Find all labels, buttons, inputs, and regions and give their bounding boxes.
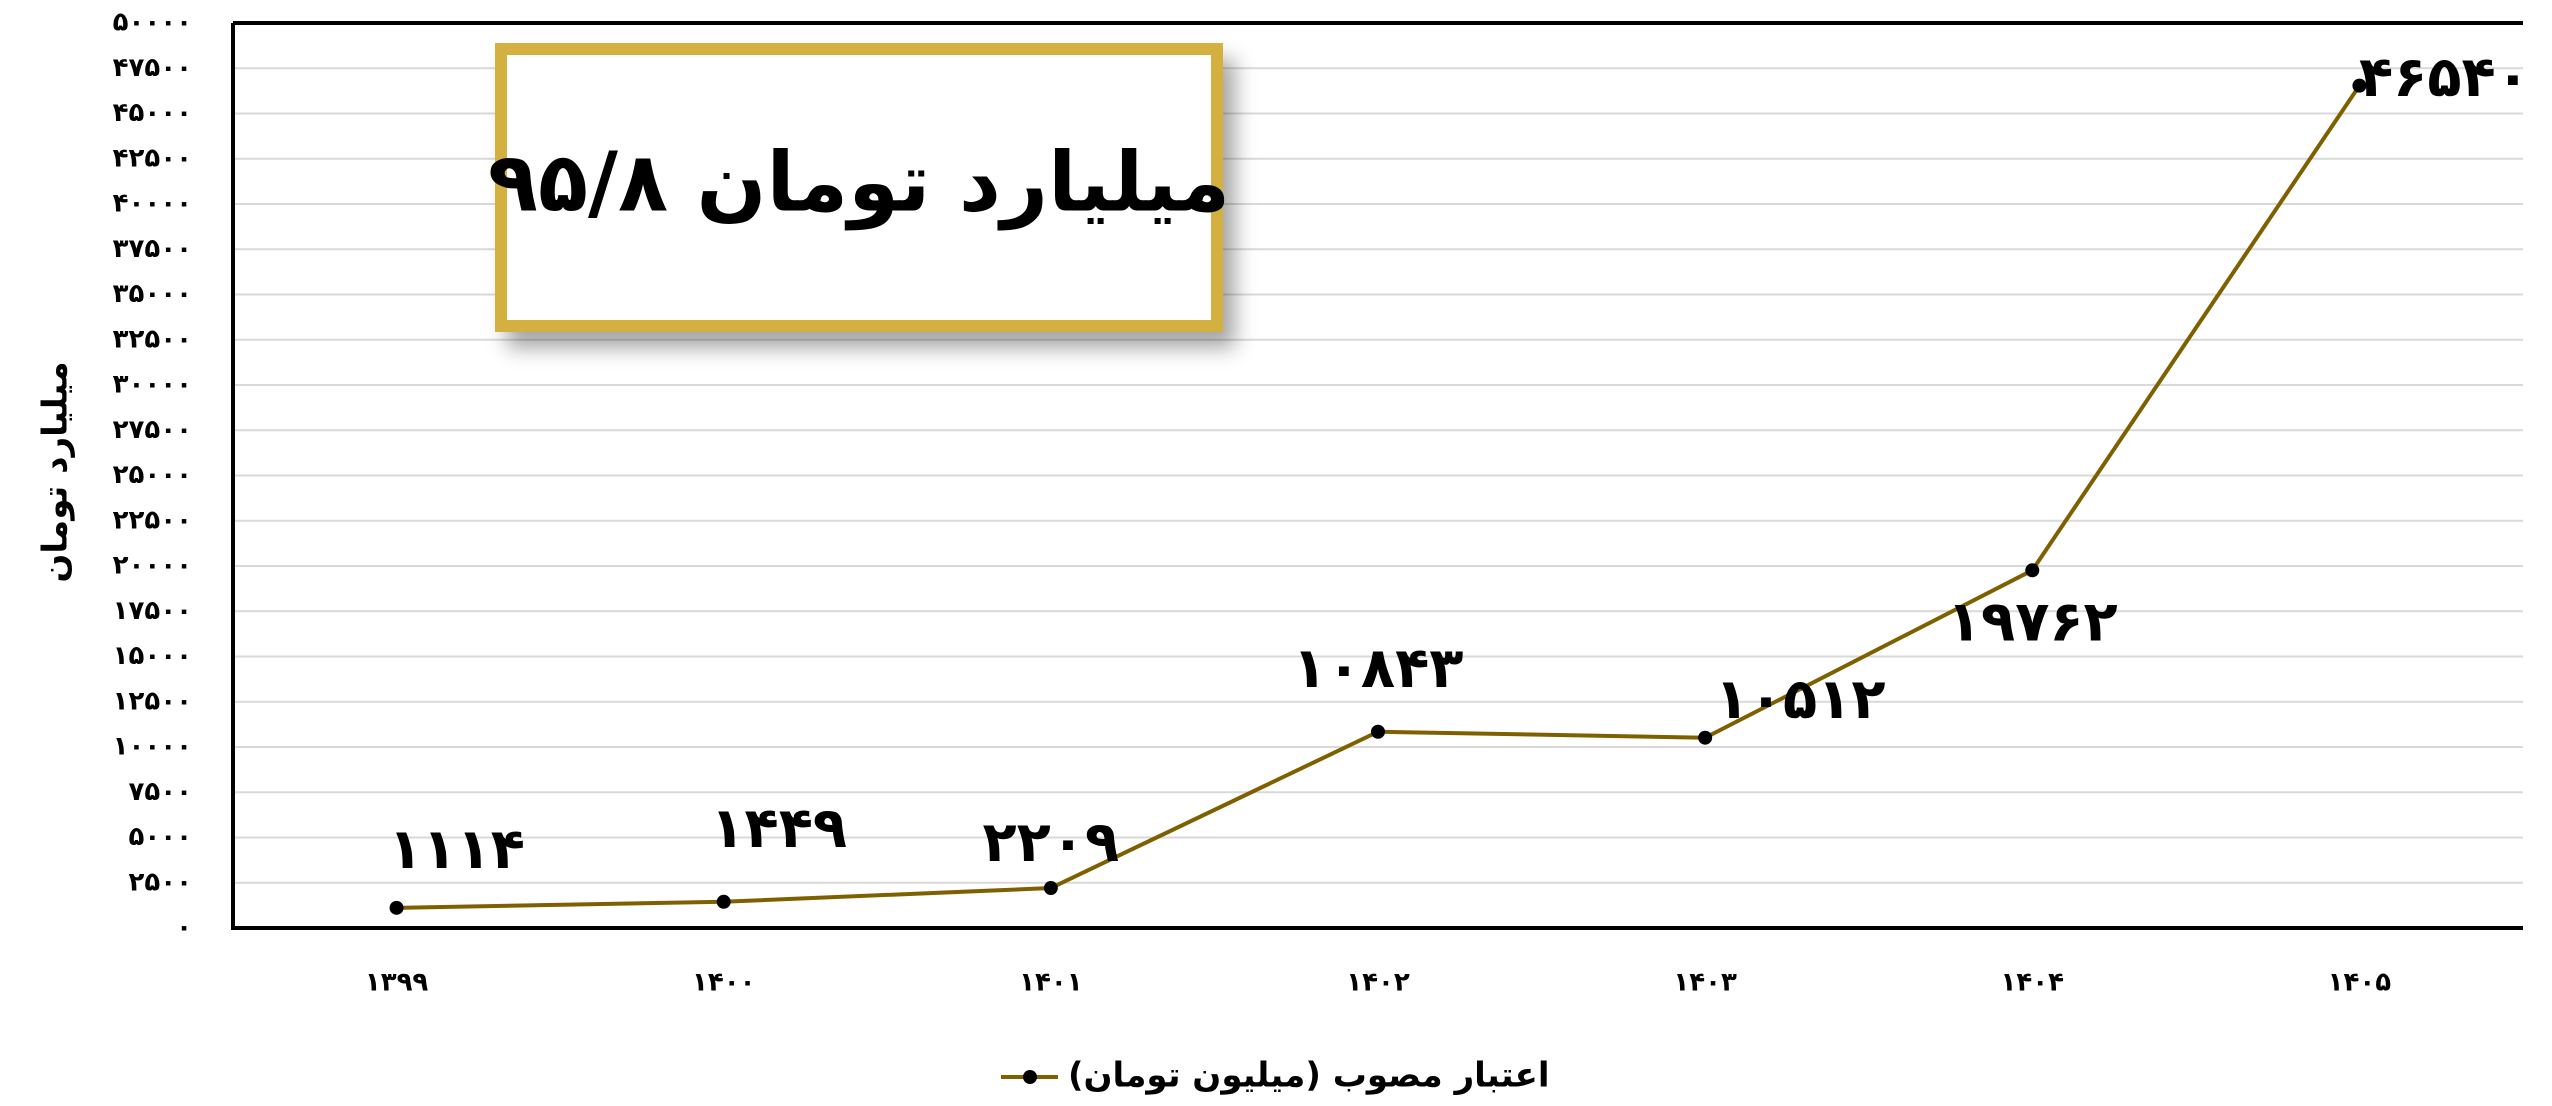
value-label: ۴۶۵۴۰: [2359, 45, 2530, 110]
y-tick-label: ۲۲۵۰۰: [113, 505, 192, 535]
x-tick-label: ۱۴۰۲: [1346, 968, 1410, 998]
value-label: ۱۹۷۶۲: [1947, 589, 2118, 654]
x-tick-label: ۱۴۰۳: [1673, 968, 1737, 998]
value-label: ۱۴۴۹: [710, 796, 847, 861]
y-tick-label: ۱۰۰۰۰: [113, 732, 192, 762]
data-point: [389, 900, 404, 915]
data-point: [2352, 78, 2367, 93]
data-point: [1043, 881, 1058, 896]
y-tick-label: ۴۵۰۰۰: [113, 98, 192, 128]
data-point: [1698, 730, 1713, 745]
annotation: ۹۵/۸ میلیارد تومان: [488, 135, 1230, 230]
y-tick-label: ۳۵۰۰۰: [113, 279, 192, 309]
y-tick-label: ۲۵۰۰: [129, 867, 192, 897]
y-tick-label: ۳۷۵۰۰: [113, 234, 192, 264]
y-tick-label: ۱۷۵۰۰: [113, 596, 192, 626]
legend-marker: [1023, 1070, 1037, 1084]
value-label: ۲۲۰۹: [982, 810, 1119, 875]
legend-label: اعتبار مصوب (میلیون تومان): [1068, 1056, 1550, 1096]
y-axis-title: میلیارد تومان: [36, 361, 76, 582]
y-tick-label: ۵۰۰۰: [129, 822, 192, 852]
y-tick-label: ۱۲۵۰۰: [113, 686, 192, 716]
y-tick-label: ۳۰۰۰۰: [113, 370, 192, 400]
y-tick-label: ۲۰۰۰۰: [113, 551, 192, 581]
data-point: [1371, 724, 1385, 739]
y-tick-label: ۰: [176, 913, 192, 943]
value-label: ۱۱۱۴: [388, 817, 525, 882]
x-tick-label: ۱۴۰۱: [1019, 968, 1082, 998]
y-tick-label: ۵۰۰۰۰: [113, 8, 192, 38]
x-tick-label: ۱۴۰۵: [2328, 968, 2392, 998]
data-point: [2025, 563, 2040, 578]
value-label: ۱۰۵۱۲: [1715, 667, 1886, 732]
y-tick-label: ۲۵۰۰۰: [113, 460, 192, 490]
data-point: [716, 894, 731, 909]
x-tick-label: ۱۴۰۰: [692, 968, 755, 998]
x-tick-label: ۱۳۹۹: [365, 968, 429, 998]
y-tick-label: ۴۰۰۰۰: [113, 189, 192, 219]
axis-frame: [231, 21, 2523, 930]
x-tick-label: ۱۴۰۴: [2001, 968, 2064, 998]
value-label: ۱۰۸۴۳: [1293, 636, 1464, 701]
y-tick-label: ۱۵۰۰۰: [113, 641, 192, 671]
y-tick-label: ۷۵۰۰: [129, 777, 192, 807]
y-tick-label: ۴۲۵۰۰: [113, 143, 192, 173]
y-tick-label: ۲۷۵۰۰: [113, 415, 192, 445]
y-tick-label: ۴۷۵۰۰: [113, 53, 192, 83]
annotation-box: [495, 43, 1223, 332]
y-tick-label: ۳۲۵۰۰: [113, 324, 192, 354]
